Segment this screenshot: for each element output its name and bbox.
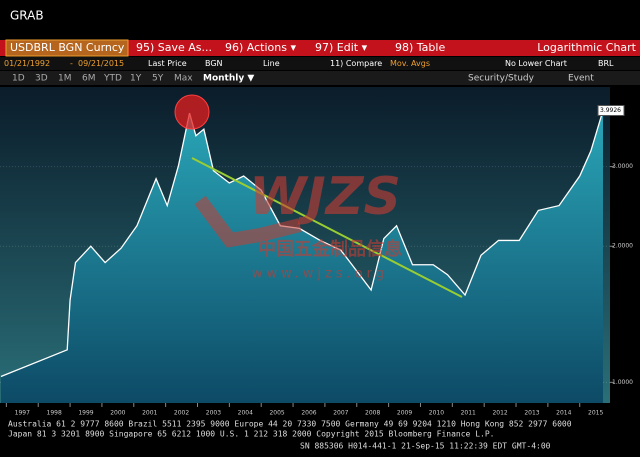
menu-item[interactable]: 98) Table [395, 41, 445, 54]
y-tick-label: 2.0000 [612, 243, 633, 250]
y-axis-area [610, 87, 640, 403]
period-button[interactable]: 1D [12, 74, 25, 84]
watermark-url: www.wjzs.org [252, 267, 388, 282]
last-price-box [597, 104, 625, 116]
settings-bar [0, 57, 640, 70]
setting[interactable]: BGN [205, 59, 223, 68]
x-tick-label: 2014 [556, 410, 571, 417]
security-box[interactable] [5, 39, 129, 57]
footer-line: Japan 81 3 3201 8900 Singapore 65 6212 1… [8, 430, 494, 439]
menu-item[interactable]: 97) Edit ▾ [315, 41, 368, 54]
period-button[interactable]: YTD [103, 74, 122, 84]
x-tick-label: 2012 [492, 410, 507, 417]
highlight-circle [174, 94, 210, 130]
x-tick-label: 1999 [78, 410, 93, 417]
y-tick-label: 1.0000 [612, 379, 633, 386]
watermark-arrow [194, 195, 302, 248]
footer-line: SN 885306 H014-441-1 21-Sep-15 11:22:39 … [300, 442, 551, 451]
x-tick-label: 2006 [301, 410, 316, 417]
x-axis-area [0, 405, 640, 417]
x-tick-label: 1998 [47, 410, 62, 417]
period-button[interactable]: 6M [82, 74, 96, 84]
x-tick-label: 2011 [461, 410, 476, 417]
window-title: GRAB [10, 9, 44, 23]
watermark-name: 中国五金制品信息 [258, 238, 402, 260]
tool-button[interactable]: Event [568, 74, 594, 84]
setting[interactable]: Last Price [148, 59, 187, 68]
tool-button[interactable]: Security/Study [468, 74, 535, 84]
setting[interactable]: Mov. Avgs [390, 59, 430, 68]
setting[interactable]: Line [263, 59, 280, 68]
setting[interactable]: 09/21/2015 [78, 59, 124, 68]
chart-mode[interactable]: Logarithmic Chart [537, 41, 636, 54]
menu-bar [0, 40, 640, 56]
x-tick-label: 2015 [588, 410, 603, 417]
menu-item[interactable]: 96) Actions ▾ [225, 41, 296, 54]
x-tick-label: 2000 [110, 410, 125, 417]
area [0, 110, 603, 403]
x-tick-label: 2004 [238, 410, 253, 417]
x-tick-label: 2002 [174, 410, 189, 417]
x-tick-label: 2007 [333, 410, 348, 417]
watermark-logo: WJZS [249, 167, 401, 227]
x-tick-label: 2013 [524, 410, 539, 417]
security: USDBRL BGN Curncy [10, 41, 125, 54]
trend-line [191, 157, 463, 298]
x-tick-label: 2005 [269, 410, 284, 417]
setting[interactable]: 01/21/1992 [4, 59, 50, 68]
last-price-label: 3.9926 [600, 107, 621, 114]
setting[interactable]: BRL [598, 59, 614, 68]
setting[interactable]: - [70, 59, 73, 68]
period-button[interactable]: 1M [58, 74, 72, 84]
menu-item[interactable]: 95) Save As... [136, 41, 212, 54]
x-tick-label: 2010 [429, 410, 444, 417]
x-tick-label: 1997 [15, 410, 30, 417]
period-button[interactable]: 5Y [152, 74, 164, 84]
footer-line: Australia 61 2 9777 8600 Brazil 5511 239… [8, 420, 572, 429]
x-tick-label: 2009 [397, 410, 412, 417]
x-tick-label: 2003 [206, 410, 221, 417]
period-button[interactable]: Max [174, 74, 193, 84]
setting[interactable]: 11) Compare [330, 59, 382, 68]
y-tick-label: 3.0000 [612, 163, 633, 170]
period-button[interactable]: 3D [35, 74, 48, 84]
period-button[interactable]: Monthly ▼ [203, 74, 254, 84]
setting[interactable]: No Lower Chart [505, 59, 567, 68]
x-tick-label: 2001 [142, 410, 157, 417]
period-button[interactable]: 1Y [130, 74, 142, 84]
x-tick-label: 2008 [365, 410, 380, 417]
period-bar [0, 71, 640, 85]
